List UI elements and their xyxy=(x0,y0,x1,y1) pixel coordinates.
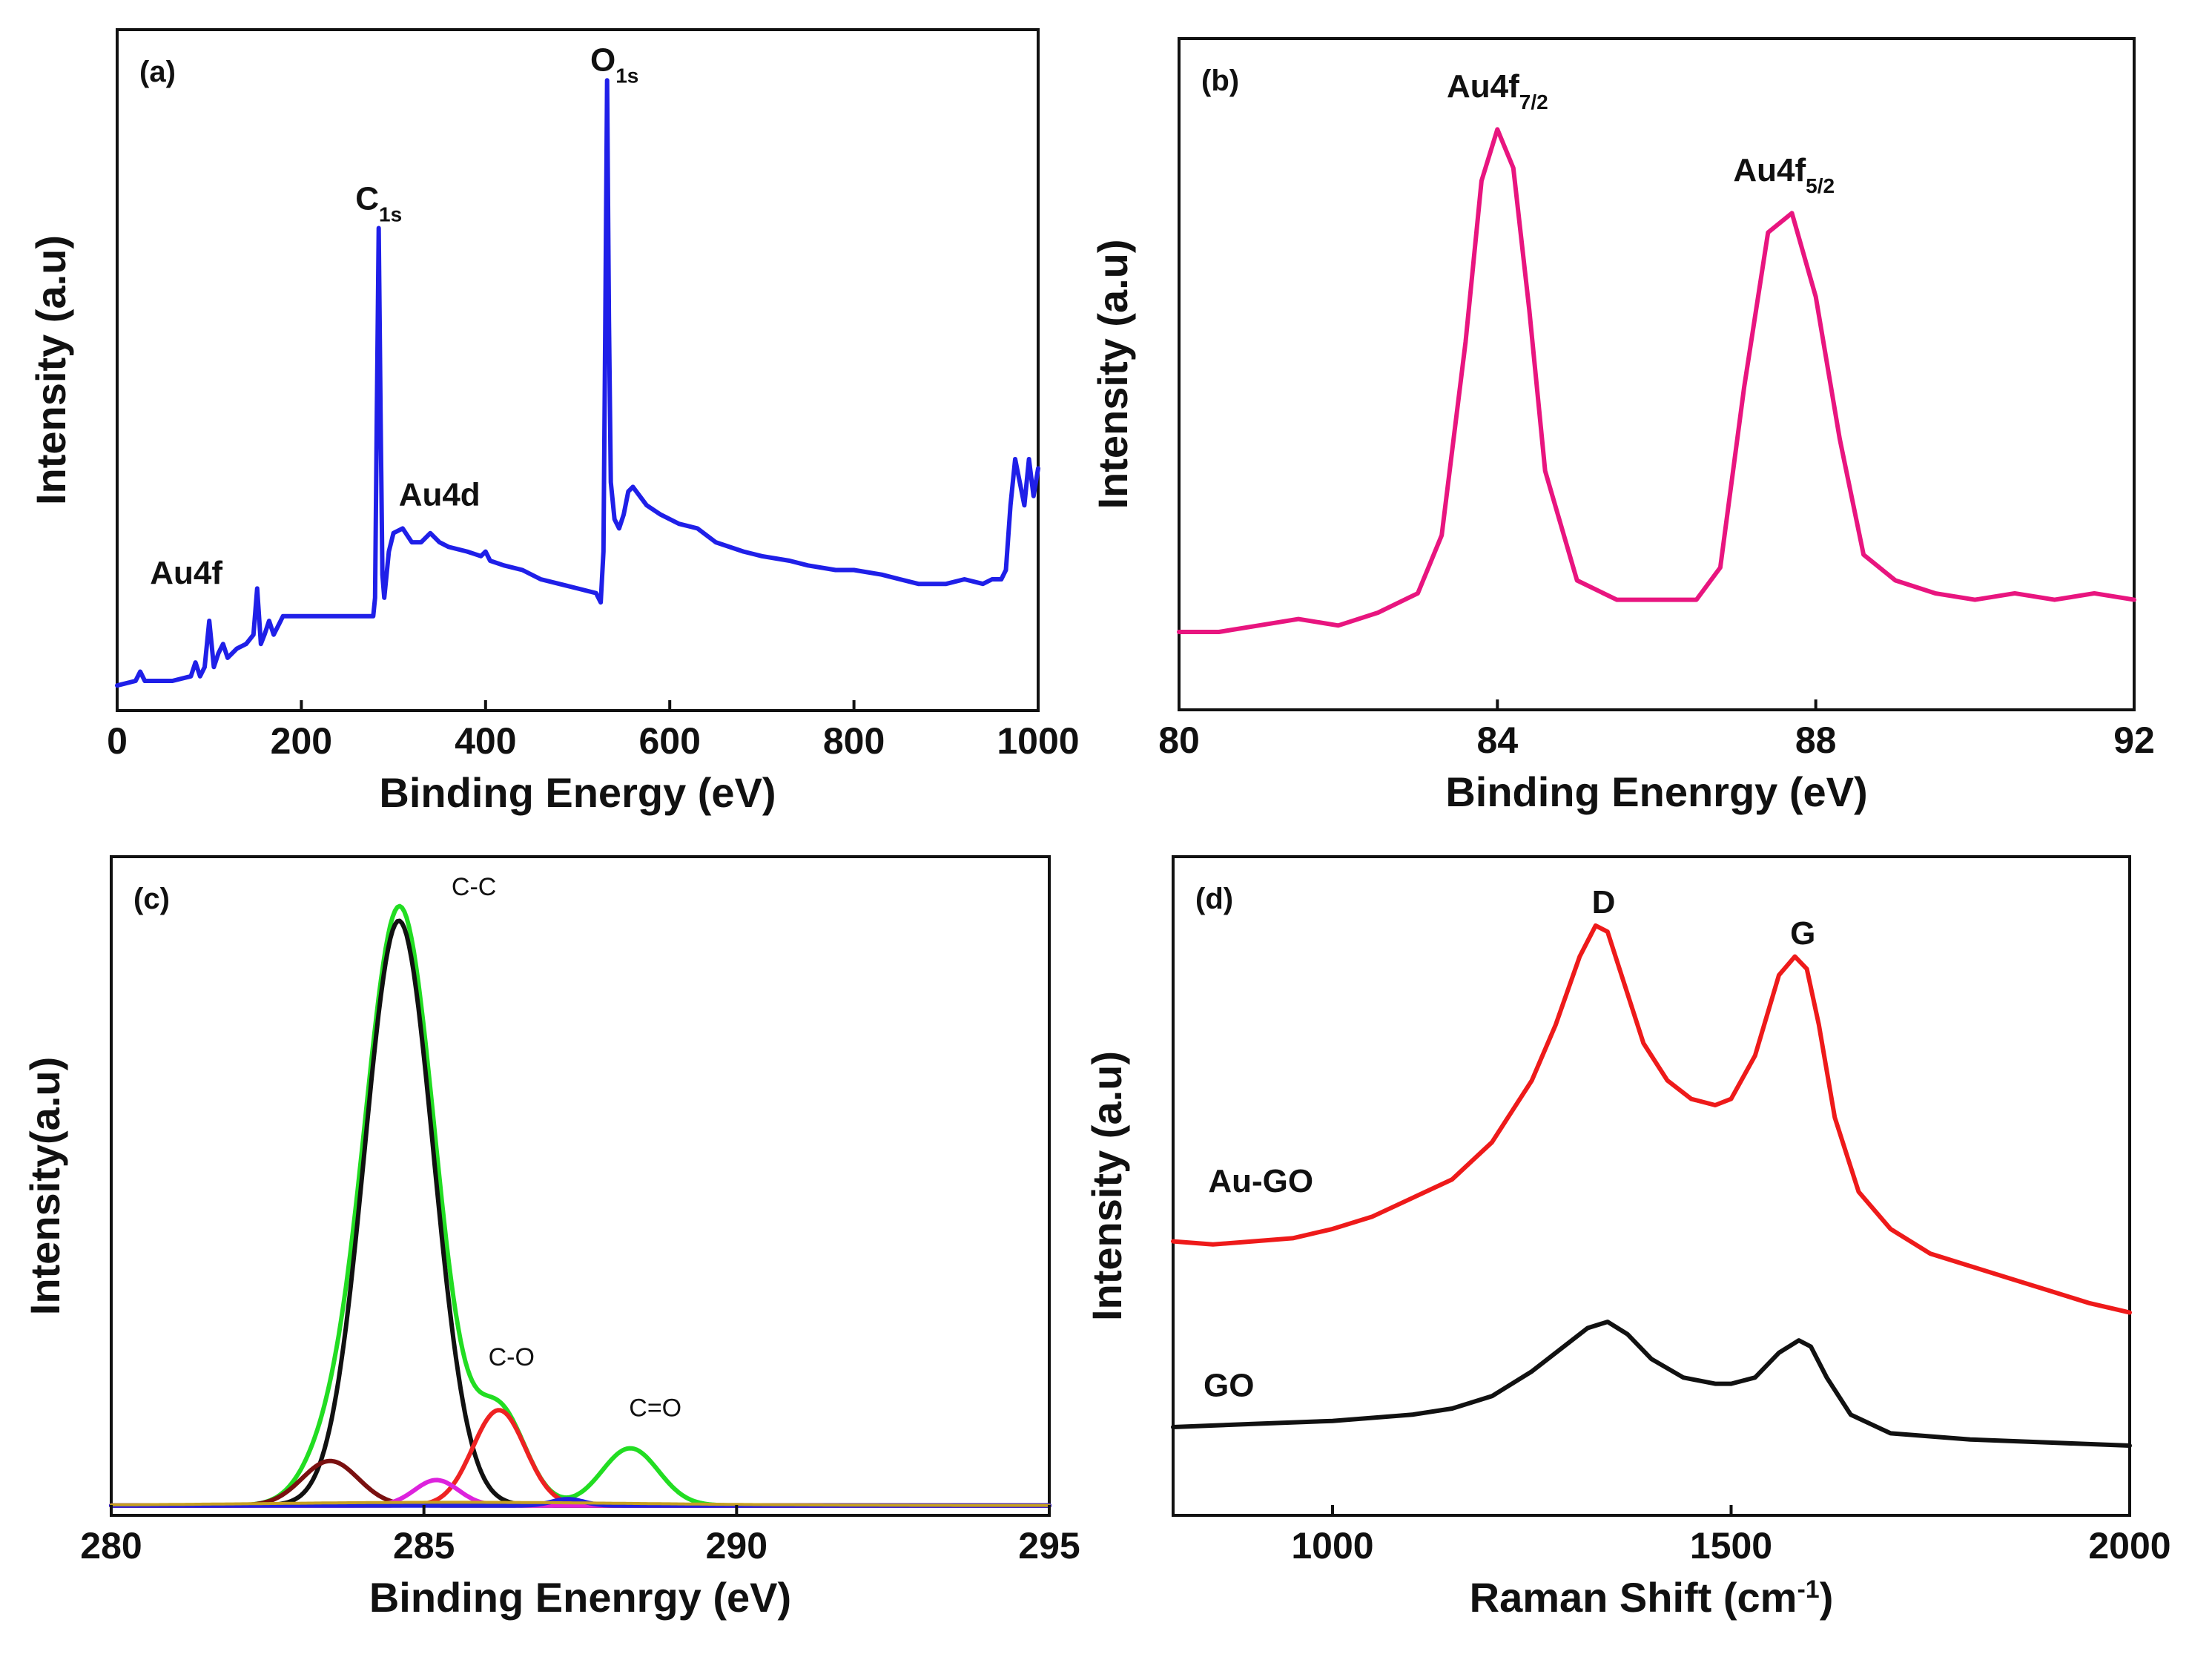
panel-a: 0 200 400 600 800 1000 Binding Energy (eV) Inte… xyxy=(27,28,1080,816)
panel-label: (a) xyxy=(139,56,176,88)
panel-label: (b) xyxy=(1201,65,1239,97)
x-tick-label: 2000 xyxy=(2088,1525,2170,1567)
x-tick-label: 84 xyxy=(1477,719,1519,761)
series-line-envelope xyxy=(109,903,1051,1508)
peak-annotation-sub: 1s xyxy=(379,202,402,225)
x-tick-label: 400 xyxy=(455,720,516,762)
plot-frame xyxy=(1172,855,2131,1517)
x-axis-label-tail: ) xyxy=(1820,1574,1834,1621)
plot-frame xyxy=(1178,37,2136,711)
x-axis-label-sup: -1 xyxy=(1797,1575,1819,1604)
x-tick-label: 88 xyxy=(1795,719,1837,761)
x-tick-label: 200 xyxy=(271,720,332,762)
peak-annotation: G xyxy=(1790,915,1815,952)
peak-annotation-sub: 7/2 xyxy=(1519,90,1548,113)
x-tick-label: 285 xyxy=(393,1525,455,1567)
peak-annotation: Au4f5/2 xyxy=(1733,152,1835,197)
x-tick-label: 280 xyxy=(80,1525,142,1567)
series-line-baseline xyxy=(110,1501,1051,1507)
peak-annotation: O1s xyxy=(590,42,638,88)
panel-label: (c) xyxy=(133,883,170,915)
x-tick-label: 295 xyxy=(1018,1525,1080,1567)
x-tick-label: 290 xyxy=(706,1525,767,1567)
peak-annotation: Au-GO xyxy=(1208,1163,1313,1199)
peak-annotation: GO xyxy=(1204,1367,1254,1403)
series-line-xps-survey xyxy=(115,78,1040,688)
plot-frame xyxy=(110,855,1051,1517)
peak-annotation: Au4f xyxy=(150,555,222,591)
x-axis-label: Binding Enenrgy (eV) xyxy=(369,1574,791,1621)
peak-annotation: Au4f7/2 xyxy=(1447,68,1548,113)
x-tick-label: 800 xyxy=(823,720,885,762)
plot-frame xyxy=(116,28,1040,712)
series-line-au-go xyxy=(1171,923,2132,1315)
y-axis-label: Intensity(a.u) xyxy=(22,1057,68,1315)
x-tick-label: 0 xyxy=(107,720,128,762)
y-axis-label: Intensity (a.u) xyxy=(27,235,74,505)
x-tick-label: 1000 xyxy=(1291,1525,1373,1567)
series-line-c-c xyxy=(109,918,1051,1508)
peak-annotation: Au4d xyxy=(399,476,481,513)
x-axis-label: Binding Energy (eV) xyxy=(379,769,776,816)
x-tick-label: 1500 xyxy=(1690,1525,1772,1567)
peak-annotation-sub: 5/2 xyxy=(1806,174,1835,197)
y-axis-label: Intensity (a.u) xyxy=(1083,1051,1130,1321)
x-tick-label: 92 xyxy=(2113,719,2155,761)
peak-annotation: C-O xyxy=(489,1343,535,1371)
peak-annotation-sub: 1s xyxy=(615,64,638,87)
x-axis-label: Binding Enenrgy (eV) xyxy=(1445,768,1867,815)
x-tick-label: 80 xyxy=(1158,719,1200,761)
series-line-au4f xyxy=(1177,127,2136,634)
panel-b: 80 84 88 92 Binding Enenrgy (eV) Intensity (a… xyxy=(1089,37,2155,815)
panel-d: 1000 1500 2000 Raman Shift (cm-1) Intensity … xyxy=(1083,855,2171,1621)
peak-annotation: D xyxy=(1592,884,1616,920)
panel-label: (d) xyxy=(1195,883,1233,915)
peak-annotation: C-C xyxy=(452,873,496,901)
x-tick-label: 600 xyxy=(638,720,700,762)
peak-annotation: C1s xyxy=(355,181,402,226)
peak-annotation: C=O xyxy=(629,1394,681,1423)
panel-c: 280 285 290 295 Binding Enenrgy (eV) Intensit… xyxy=(22,855,1080,1621)
series-line-go xyxy=(1171,1320,2132,1448)
x-axis-label: Raman Shift (cm-1) xyxy=(1470,1574,1834,1621)
y-axis-label: Intensity (a.u) xyxy=(1089,239,1136,509)
x-tick-label: 1000 xyxy=(997,720,1079,762)
